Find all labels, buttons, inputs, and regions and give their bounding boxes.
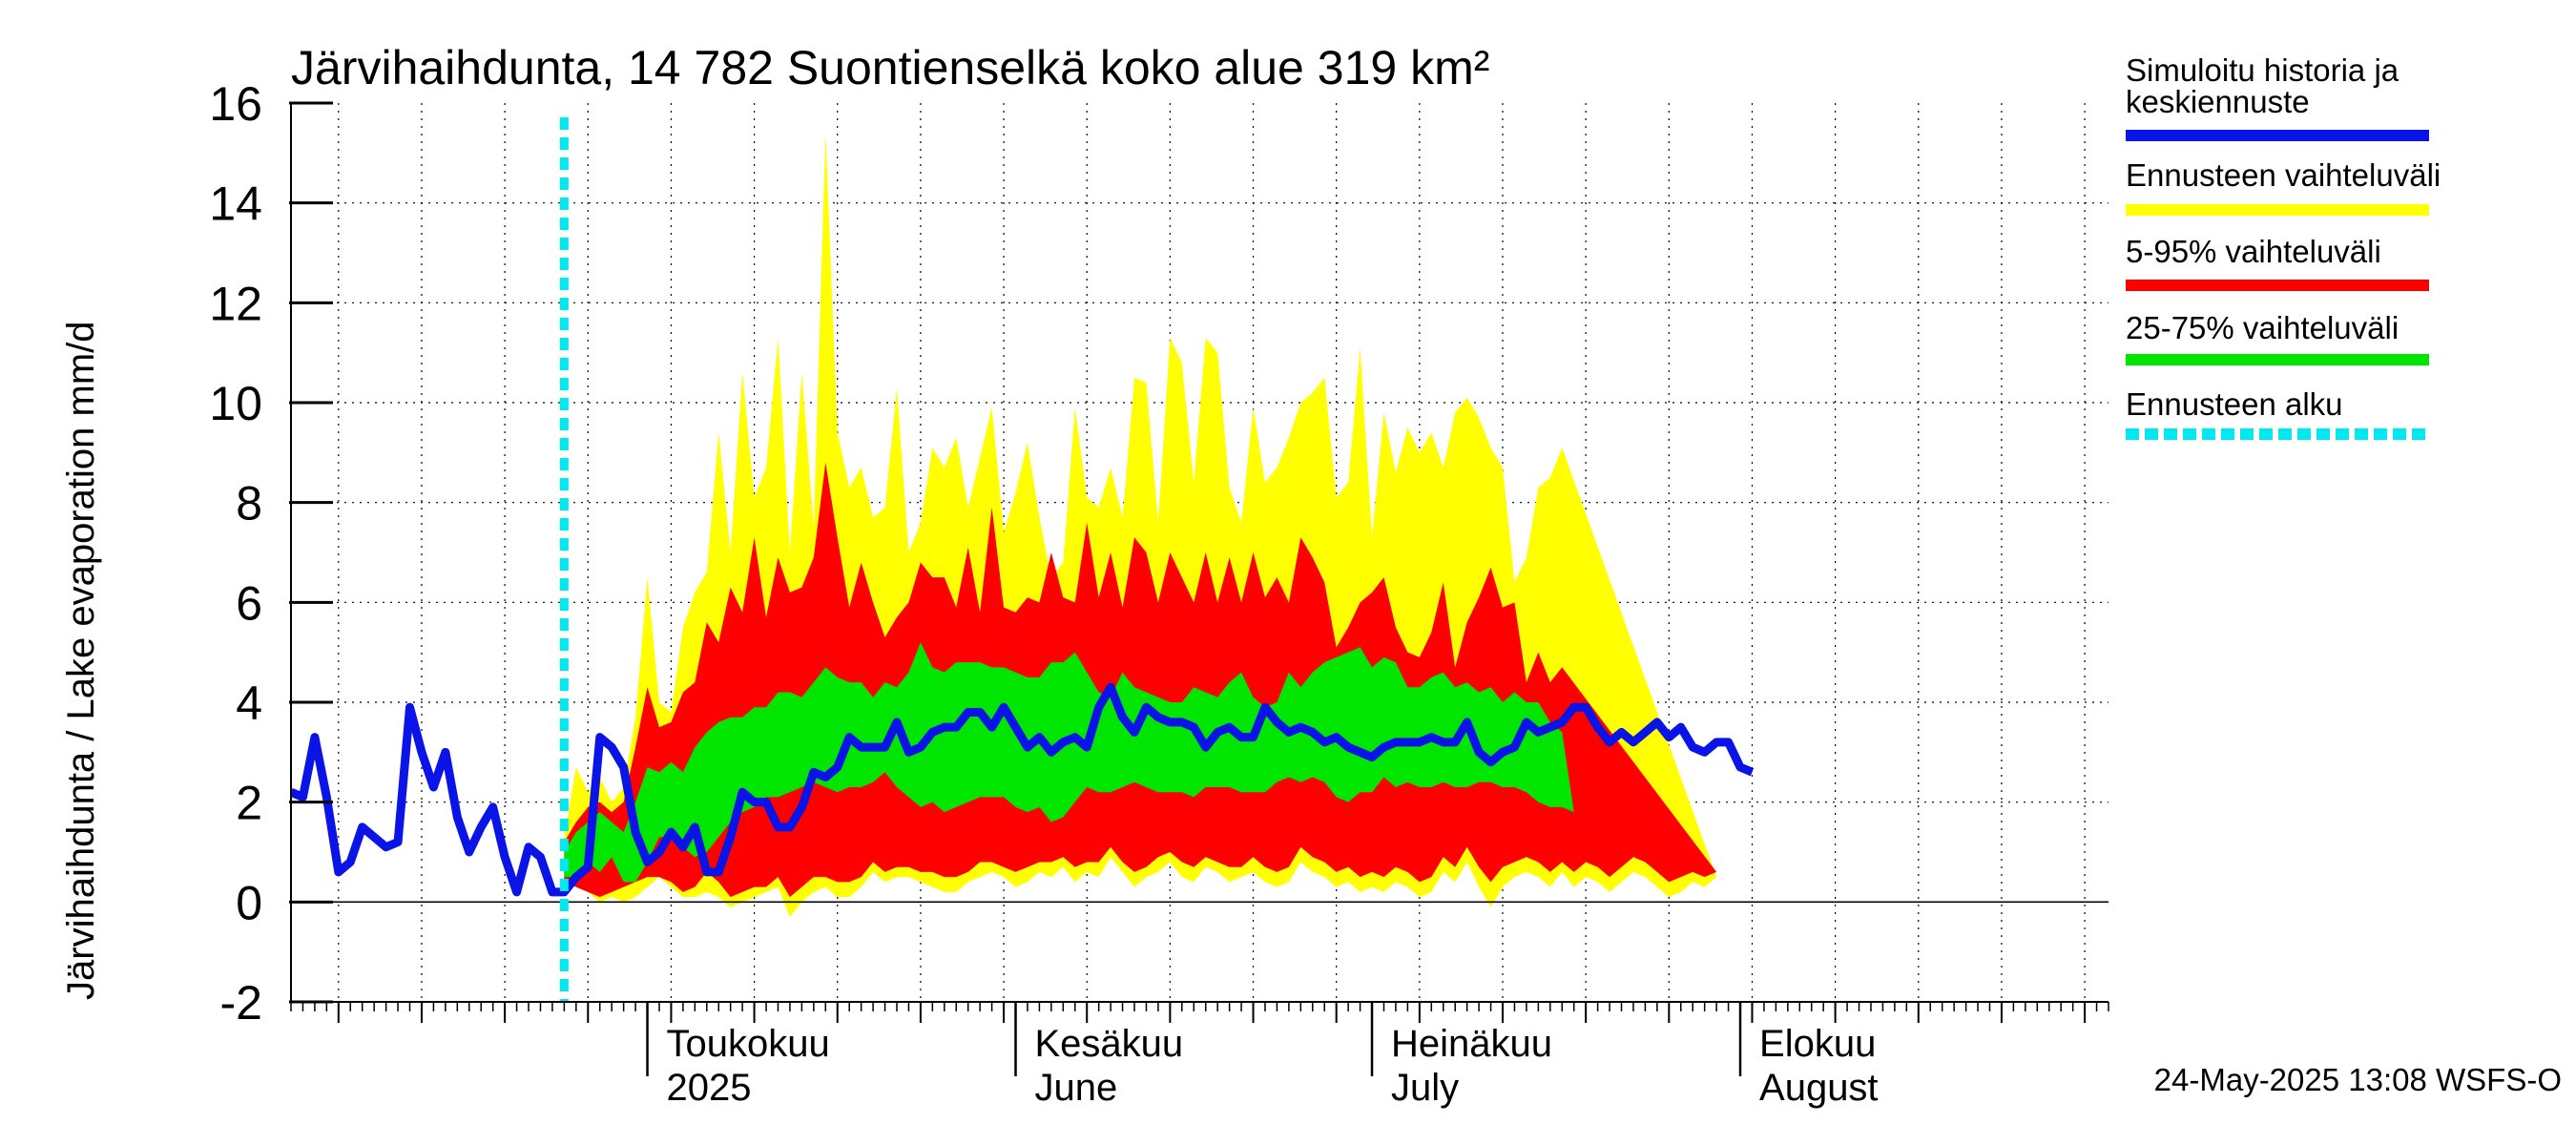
y-tick-label: 12 <box>209 277 262 330</box>
legend-label: Ennusteen vaihteluväli <box>2126 157 2441 193</box>
y-tick-label: 4 <box>236 677 262 730</box>
y-tick-label: 6 <box>236 576 262 630</box>
legend-label: 5-95% vaihteluväli <box>2126 234 2381 269</box>
x-month-label: Kesäkuu <box>1035 1023 1184 1065</box>
y-tick-label: 0 <box>236 876 262 929</box>
x-month-label: Heinäkuu <box>1391 1023 1552 1065</box>
legend-label: Simuloitu historia ja <box>2126 52 2399 88</box>
x-month-label: Toukokuu <box>667 1023 830 1065</box>
chart-title: Järvihaihdunta, 14 782 Suontienselkä kok… <box>291 41 1489 94</box>
x-month-label: Elokuu <box>1759 1023 1876 1065</box>
y-axis-label: Järvihaihdunta / Lake evaporation mm/d <box>60 321 102 1000</box>
footer-timestamp: 24-May-2025 13:08 WSFS-O <box>2154 1062 2562 1097</box>
x-month-sublabel: June <box>1035 1067 1118 1109</box>
x-month-sublabel: August <box>1759 1067 1879 1109</box>
y-tick-label: 2 <box>236 777 262 830</box>
y-tick-label: 16 <box>209 77 262 131</box>
band-25-75 <box>564 642 1574 883</box>
y-tick-label: 14 <box>209 177 262 231</box>
y-tick-label: 8 <box>236 477 262 531</box>
y-tick-label: 10 <box>209 377 262 430</box>
plot-area <box>291 103 2109 1002</box>
legend-label: keskiennuste <box>2126 84 2310 119</box>
x-month-sublabel: July <box>1391 1067 1459 1109</box>
legend-label: Ennusteen alku <box>2126 386 2343 422</box>
band-5-95 <box>564 462 1717 898</box>
x-month-sublabel: 2025 <box>667 1067 752 1109</box>
y-tick-label: -2 <box>220 976 262 1030</box>
median-line <box>291 682 1755 897</box>
legend-label: 25-75% vaihteluväli <box>2126 310 2399 345</box>
